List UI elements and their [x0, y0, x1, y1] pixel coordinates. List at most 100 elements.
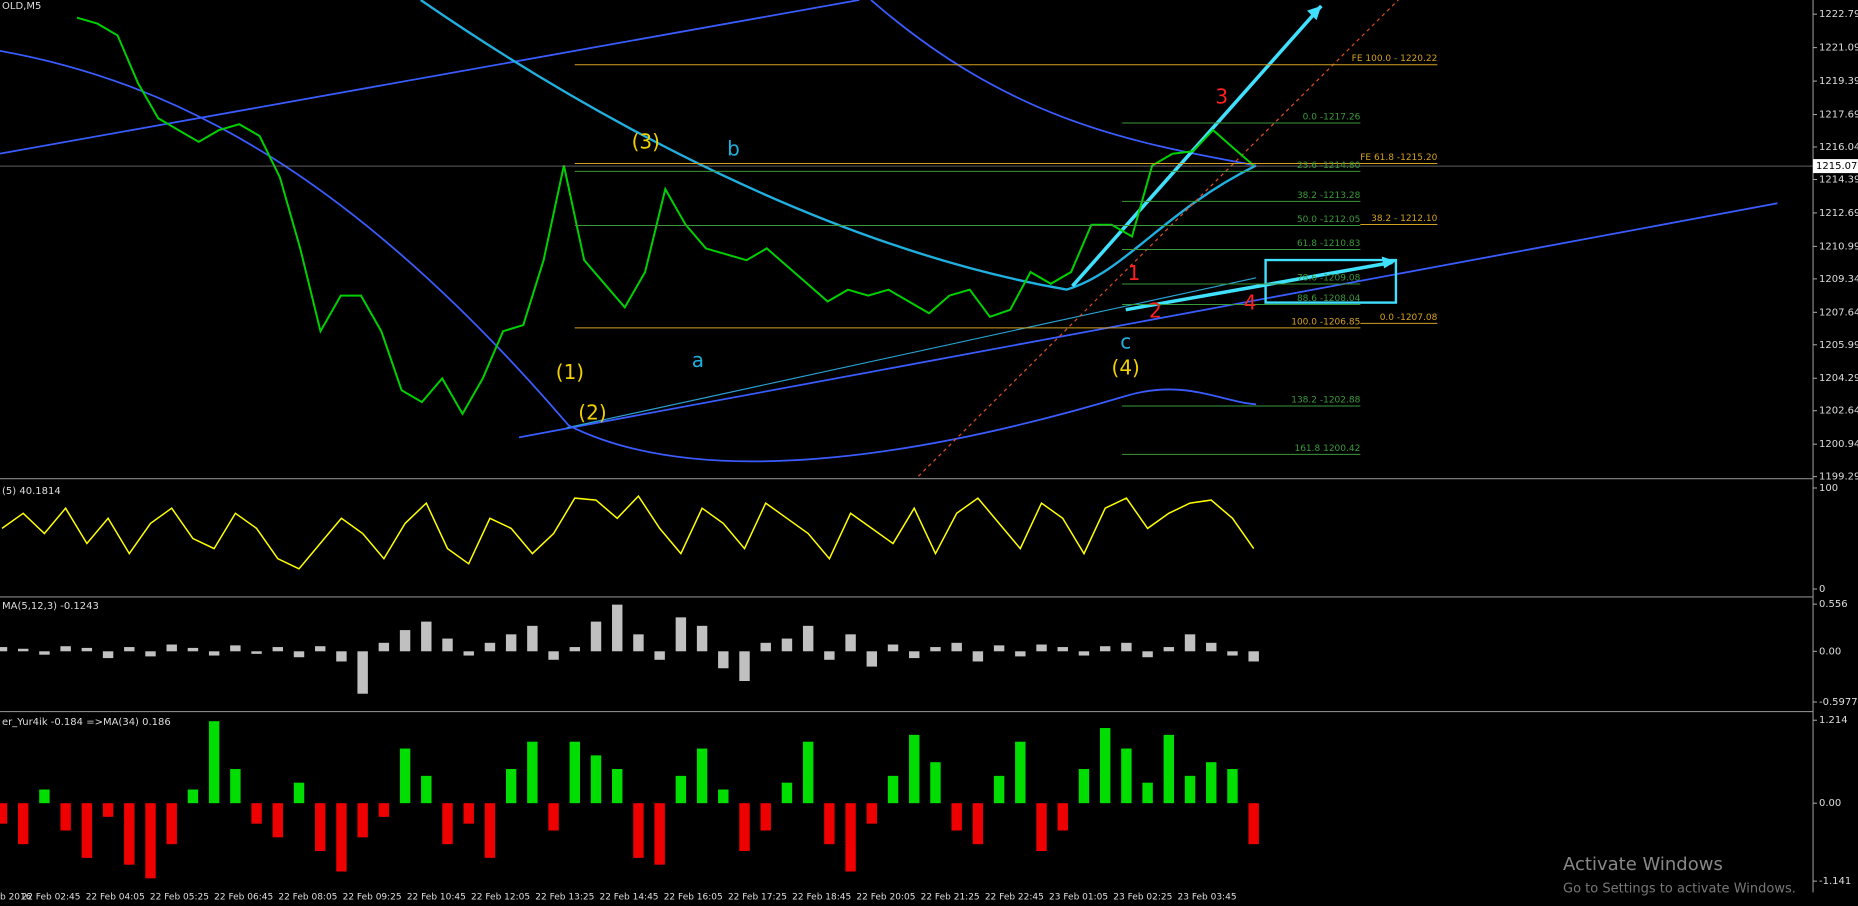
- histogram-bar: [866, 803, 878, 824]
- histogram-bar: [1227, 769, 1238, 804]
- histogram-bar: [1121, 642, 1132, 652]
- histogram-bar: [972, 803, 984, 845]
- histogram-bar: [675, 617, 687, 652]
- x-tick-label: 22 Feb 09:25: [343, 893, 402, 903]
- fib-label: 38.2 -1213.28: [1297, 191, 1361, 201]
- histogram-bar: [293, 782, 305, 804]
- histogram-bar: [887, 775, 899, 804]
- histogram-bar: [336, 651, 347, 662]
- trend-line: [566, 277, 1257, 429]
- y-tick-label: 1221.09: [1819, 43, 1858, 54]
- fib-label: 78.6 -1209.08: [1297, 273, 1361, 283]
- x-tick-label: 22 Feb 06:45: [214, 893, 273, 903]
- y-tick-label: -0.5977: [1819, 697, 1858, 708]
- histogram-bar: [463, 803, 474, 824]
- histogram-bar: [951, 803, 962, 831]
- channel-line: [917, 0, 1399, 477]
- histogram-bar: [590, 621, 602, 652]
- histogram-bar: [463, 651, 474, 656]
- x-tick-label: 22 Feb 14:45: [599, 893, 658, 903]
- histogram-bar: [187, 789, 199, 804]
- fib-label: 50.0 -1212.05: [1297, 215, 1360, 225]
- x-tick-label: 22 Feb 02:45: [21, 893, 80, 903]
- trend-line: [0, 0, 860, 155]
- histogram-bar: [484, 803, 496, 858]
- y-tick-label: 1212.69: [1819, 208, 1858, 219]
- histogram-bar: [1206, 642, 1217, 652]
- fib-label: 61.8 -1210.83: [1297, 239, 1360, 249]
- y-tick-label: 1202.64: [1819, 406, 1858, 417]
- x-tick-label: 22 Feb 18:45: [792, 893, 851, 903]
- histogram-bar: [315, 803, 326, 852]
- x-tick-label: 23 Feb 01:05: [1049, 893, 1108, 903]
- fib-label: 88.6 -1208.04: [1297, 294, 1361, 304]
- histogram-bar: [166, 803, 177, 845]
- y-tick-label: 1219.39: [1819, 76, 1858, 87]
- histogram-bar: [612, 604, 623, 652]
- y-tick-label: 1199.29: [1819, 472, 1858, 483]
- histogram-bar: [230, 769, 241, 804]
- histogram-bar: [1099, 728, 1111, 804]
- x-tick-label: 22 Feb 10:45: [407, 893, 466, 903]
- fib-label: 100.0 -1206.85: [1291, 317, 1360, 327]
- histogram-bar: [505, 769, 517, 804]
- x-tick-label: 22 Feb 04:05: [86, 893, 145, 903]
- histogram-bar: [802, 741, 814, 804]
- y-tick-label: 0.00: [1819, 798, 1841, 809]
- wave-label: 4: [1244, 290, 1257, 314]
- histogram-bar: [251, 651, 262, 654]
- fib-label: 161.8 1200.42: [1294, 444, 1360, 454]
- histogram-bar: [251, 803, 262, 824]
- histogram-bar: [399, 748, 411, 804]
- histogram-bar: [781, 782, 793, 804]
- histogram-bar: [781, 638, 793, 652]
- x-tick-label: 22 Feb 21:25: [921, 893, 980, 903]
- y-tick-label: 1.214: [1819, 715, 1848, 726]
- y-tick-label: 1210.99: [1819, 241, 1858, 252]
- histogram-bar: [208, 721, 220, 804]
- y-tick-label: 1205.99: [1819, 340, 1858, 351]
- histogram-bar: [696, 748, 708, 804]
- panel-title: (5) 40.1814: [2, 486, 61, 497]
- wave-label: c: [1120, 329, 1131, 353]
- histogram-bar: [633, 634, 644, 652]
- x-tick-label: 22 Feb 12:05: [471, 893, 530, 903]
- histogram-bar: [17, 648, 29, 652]
- histogram-bar: [1142, 782, 1153, 804]
- histogram-bar: [399, 630, 411, 652]
- histogram-bar: [17, 803, 29, 845]
- histogram-bar: [378, 803, 390, 817]
- histogram-bar: [718, 789, 729, 804]
- histogram-bar: [718, 651, 729, 669]
- histogram-bar: [357, 803, 368, 838]
- fib-label: FE 100.0 - 1220.22: [1352, 54, 1438, 64]
- x-tick-label: 22 Feb 20:05: [856, 893, 915, 903]
- histogram-bar: [548, 651, 559, 660]
- histogram-bar: [760, 803, 771, 831]
- histogram-bar: [569, 741, 581, 804]
- histogram-bar: [802, 625, 814, 652]
- current-price-label: 1215.07: [1816, 161, 1857, 172]
- arrow-head: [1381, 256, 1396, 269]
- wave-label: 1: [1128, 261, 1141, 285]
- histogram-bar: [824, 803, 835, 845]
- fib-label: 0.0 -1217.26: [1303, 112, 1361, 122]
- histogram-bar: [951, 642, 962, 652]
- fib-label: 0.0 -1207.08: [1380, 313, 1438, 323]
- histogram-bar: [336, 803, 347, 872]
- x-tick-label: 22 Feb 08:05: [278, 893, 337, 903]
- histogram-bar: [378, 642, 390, 652]
- histogram-bar: [1121, 748, 1132, 804]
- x-tick-label: 22 Feb 16:05: [664, 893, 723, 903]
- histogram-bar: [208, 651, 220, 656]
- histogram-bar: [696, 625, 708, 652]
- histogram-bar: [845, 803, 856, 872]
- histogram-bar: [442, 638, 453, 652]
- trend-line: [518, 202, 1778, 439]
- wave-label: b: [727, 137, 740, 161]
- drawings: [0, 0, 1814, 893]
- x-tick-label: 22 Feb 22:45: [985, 893, 1044, 903]
- watermark-title: Activate Windows: [1563, 854, 1723, 875]
- x-tick-label: 23 Feb 03:45: [1178, 893, 1237, 903]
